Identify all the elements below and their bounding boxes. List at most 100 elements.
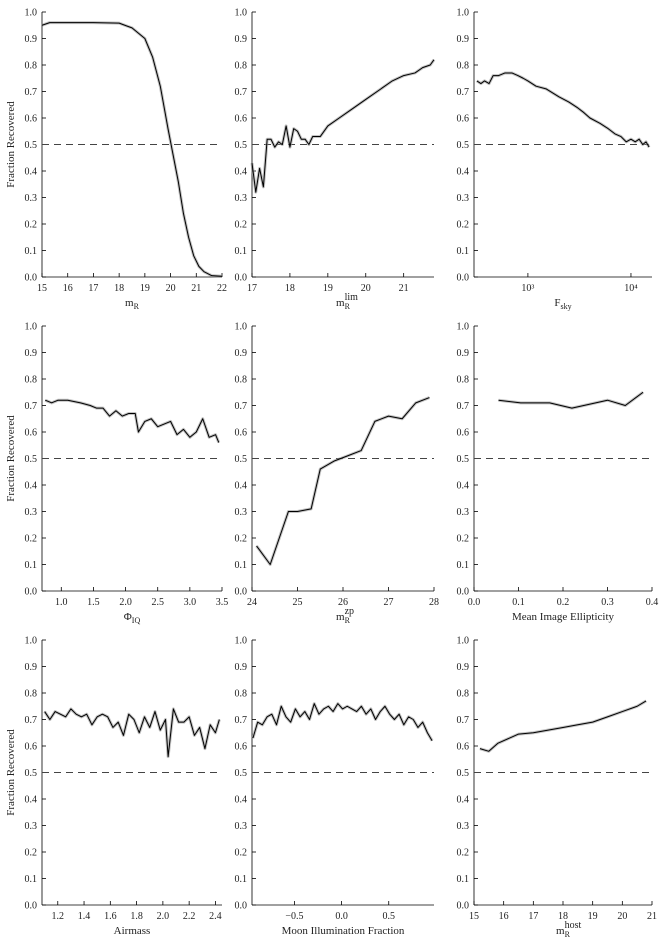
x-axis-label: ΦIQ (124, 611, 141, 625)
x-tick-label: 17 (88, 283, 98, 294)
y-tick-label: 0.0 (235, 273, 248, 284)
x-axis-label: mR (336, 611, 351, 625)
x-tick-label: 1.0 (55, 597, 68, 608)
y-tick-label: 0.2 (457, 848, 470, 859)
y-tick-label: 0.4 (235, 481, 248, 492)
y-tick-label: 0.8 (235, 61, 248, 72)
x-tick-label: 10³ (521, 283, 534, 294)
x-axis-label: Moon Illumination Fraction (282, 925, 405, 937)
x-tick-label: 1.2 (52, 911, 65, 922)
y-tick-label: 0.8 (25, 375, 38, 386)
x-tick-label: 28 (429, 597, 439, 608)
y-axis-label: Fraction Recovered (5, 729, 17, 816)
x-tick-label: 1.8 (130, 911, 143, 922)
y-tick-label: 0.1 (25, 560, 38, 571)
y-tick-label: 0.5 (457, 140, 470, 151)
y-tick-label: 0.9 (235, 662, 248, 673)
y-tick-label: 0.9 (235, 34, 248, 45)
y-axis-label: Fraction Recovered (5, 415, 17, 502)
y-tick-label: 0.1 (457, 874, 470, 885)
y-tick-label: 0.2 (25, 534, 38, 545)
y-tick-label: 0.1 (25, 246, 38, 257)
y-tick-label: 0.4 (457, 481, 470, 492)
x-tick-label: 2.2 (183, 911, 196, 922)
x-axis-label-sub: R (565, 930, 571, 939)
y-tick-label: 0.7 (235, 401, 248, 412)
y-tick-label: 0.5 (235, 768, 248, 779)
y-tick-label: 1.0 (25, 8, 38, 19)
y-tick-label: 0.5 (457, 768, 470, 779)
y-tick-label: 0.5 (25, 454, 38, 465)
y-tick-label: 0.1 (457, 246, 470, 257)
y-tick-label: 0.5 (235, 140, 248, 151)
x-tick-label: 0.4 (646, 597, 659, 608)
data-line (41, 22, 223, 277)
x-tick-label: 20 (361, 283, 371, 294)
y-tick-label: 0.1 (235, 874, 248, 885)
y-tick-label: 0.9 (457, 662, 470, 673)
x-tick-label: 2.5 (151, 597, 164, 608)
x-tick-label: 16 (63, 283, 73, 294)
line-band (479, 699, 647, 753)
data-line (256, 397, 430, 565)
y-tick-label: 0.4 (235, 167, 248, 178)
y-tick-label: 0.6 (457, 428, 470, 439)
line-band (498, 391, 644, 410)
y-tick-label: 1.0 (457, 636, 470, 647)
x-tick-label: 1.5 (87, 597, 100, 608)
data-line (251, 59, 435, 193)
x-axis-label-main: F (554, 297, 560, 309)
y-tick-label: 0.7 (457, 715, 470, 726)
y-tick-label: 0.9 (25, 662, 38, 673)
x-tick-label: 20 (166, 283, 176, 294)
y-tick-label: 0.8 (25, 61, 38, 72)
x-tick-label: 18 (114, 283, 124, 294)
y-tick-label: 0.6 (235, 114, 248, 125)
x-axis-label-sup: host (565, 920, 582, 931)
y-tick-label: 0.2 (235, 534, 248, 545)
y-tick-label: 0.6 (457, 114, 470, 125)
y-tick-label: 0.7 (25, 401, 38, 412)
y-axis-label: Fraction Recovered (5, 101, 17, 188)
x-tick-label: 21 (399, 283, 409, 294)
x-tick-label: 2.0 (157, 911, 170, 922)
data-line (252, 703, 433, 741)
x-tick-label: 3.0 (184, 597, 197, 608)
y-tick-label: 0.3 (25, 193, 38, 204)
x-tick-label: 17 (247, 283, 257, 294)
y-tick-label: 0.0 (25, 901, 38, 912)
x-tick-label: 0.5 (382, 911, 395, 922)
y-tick-label: 1.0 (457, 8, 470, 19)
y-tick-label: 0.2 (235, 220, 248, 231)
x-tick-label: 3.5 (216, 597, 229, 608)
data-line (498, 391, 644, 409)
x-tick-label: 2.4 (209, 911, 222, 922)
y-tick-label: 0.9 (25, 34, 38, 45)
y-tick-label: 1.0 (235, 636, 248, 647)
y-tick-label: 0.3 (457, 507, 470, 518)
line-band (250, 58, 436, 194)
y-tick-label: 0.0 (25, 273, 38, 284)
y-tick-label: 0.5 (457, 454, 470, 465)
y-tick-label: 0.3 (235, 507, 248, 518)
x-tick-label: −0.5 (285, 911, 303, 922)
y-tick-label: 0.4 (457, 167, 470, 178)
x-axis-label-main: m (336, 611, 345, 623)
x-axis-label: Mean Image Ellipticity (512, 611, 615, 623)
x-tick-label: 0.1 (512, 597, 525, 608)
x-tick-label: 10⁴ (624, 283, 638, 294)
y-tick-label: 0.3 (25, 507, 38, 518)
x-axis-label-main: Φ (124, 611, 132, 623)
y-tick-label: 0.1 (25, 874, 38, 885)
x-tick-label: 18 (285, 283, 295, 294)
y-tick-label: 0.6 (235, 428, 248, 439)
x-tick-label: 0.0 (335, 911, 348, 922)
y-tick-label: 0.2 (25, 220, 38, 231)
y-tick-label: 0.7 (235, 715, 248, 726)
x-axis-label-main: m (336, 297, 345, 309)
line-band (476, 71, 651, 148)
x-tick-label: 1.6 (104, 911, 117, 922)
y-tick-label: 1.0 (457, 322, 470, 333)
x-axis-label-sub: R (134, 302, 140, 311)
y-tick-label: 0.7 (235, 87, 248, 98)
